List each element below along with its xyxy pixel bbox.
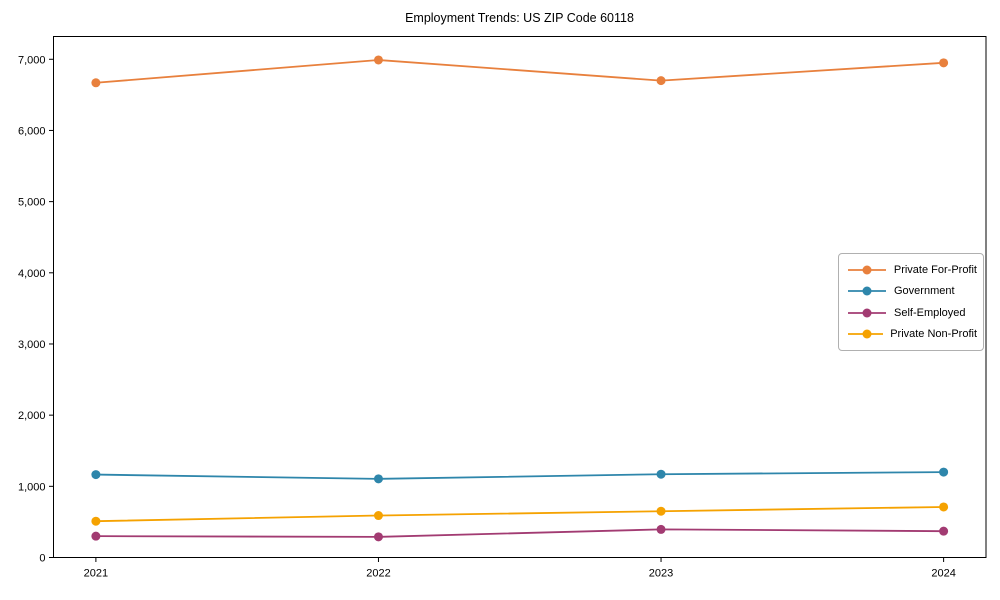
axes-frame [53,36,987,558]
data-point-private-non-profit-2021 [91,516,101,526]
y-tick-label: 4,000 [18,268,46,280]
legend-line-self-employed [848,308,886,318]
series-line-private-for-profit [95,59,944,84]
legend-label-private-for-profit: Private For-Profit [893,263,977,276]
legend-label-self-employed: Self-Employed [894,306,966,319]
x-tick-label: 2024 [931,568,955,580]
data-point-private-non-profit-2024 [939,502,949,512]
y-axis: 0 1,000 2,000 3,000 4,000 5,000 6,000 7,000 [18,54,54,565]
y-tick-label: 2,000 [18,410,46,422]
y-tick-label: 3,000 [18,339,46,351]
series-line-private-non-profit [95,506,944,523]
y-tick-label: 5,000 [18,197,46,209]
x-axis: 2021 2022 2023 2024 [84,557,956,580]
data-point-private-for-profit-2021 [91,78,101,88]
x-tick-label: 2023 [649,568,673,580]
legend-line-government [848,286,886,296]
data-point-government-2024 [939,467,949,477]
y-tick-label: 0 [39,553,45,565]
data-point-private-non-profit-2022 [373,511,383,521]
legend-item-government: Government [847,281,977,303]
chart-title: Employment Trends: US ZIP Code 60118 [405,11,634,25]
legend-item-self-employed: Self-Employed [847,302,977,324]
legend-line-private-non-profit [848,329,884,339]
series-private-for-profit [91,55,949,88]
x-tick-label: 2022 [366,568,390,580]
series-private-non-profit [91,502,949,526]
series-self-employed [91,524,949,542]
series-government [91,467,949,484]
data-point-private-for-profit-2023 [656,76,666,86]
legend-label-government: Government [894,285,955,298]
data-point-government-2021 [91,470,101,480]
series-line-self-employed [95,528,944,538]
y-tick-label: 6,000 [18,125,46,137]
series-line-government [95,471,944,480]
data-point-government-2022 [373,474,383,484]
y-tick-label: 1,000 [18,481,46,493]
data-point-private-for-profit-2024 [939,58,949,68]
legend-label-private-non-profit: Private Non-Profit [890,328,977,341]
data-point-self-employed-2023 [656,524,666,534]
legend-item-private-for-profit: Private For-Profit [847,259,977,281]
legend-line-private-for-profit [848,265,886,275]
data-point-private-for-profit-2022 [373,55,383,65]
legend-item-private-non-profit: Private Non-Profit [847,324,977,346]
data-point-government-2023 [656,469,666,479]
data-point-self-employed-2022 [373,532,383,542]
data-point-self-employed-2021 [91,531,101,541]
data-point-self-employed-2024 [939,526,949,536]
data-point-private-non-profit-2023 [656,506,666,516]
y-tick-label: 7,000 [18,54,46,66]
legend: Private For-Profit Government Self-Emplo… [838,253,984,351]
x-tick-label: 2021 [84,568,108,580]
